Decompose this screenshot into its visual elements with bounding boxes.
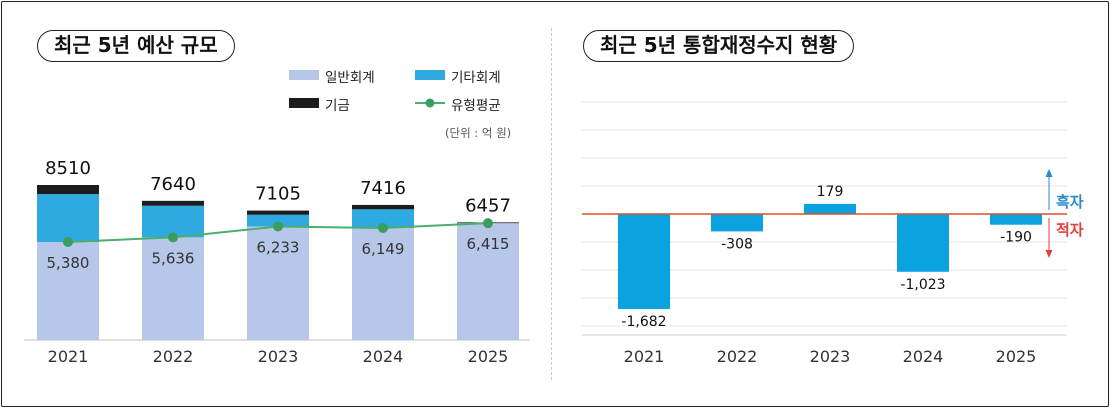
bar-segment-fund <box>247 210 309 215</box>
x-tick-label: 2022 <box>717 347 758 366</box>
legend-label-avg: 유형평균 <box>451 98 501 114</box>
bar-total-label: 6457 <box>465 195 511 216</box>
avg-value-label: 5,380 <box>47 254 90 272</box>
bar-total-label: 7416 <box>360 178 406 199</box>
panel-divider <box>551 28 552 380</box>
bar-total-label: 7105 <box>255 184 301 205</box>
legend-swatch-special <box>415 70 445 80</box>
avg-point <box>483 218 493 229</box>
avg-value-label: 5,636 <box>152 249 195 267</box>
bar-segment-general <box>457 223 519 340</box>
bar-segment-general <box>247 226 309 340</box>
balance-bar <box>990 214 1042 225</box>
bar-total-label: 7640 <box>150 174 196 195</box>
right-panel-title: 최근 5년 통합재정수지 현황 <box>583 30 855 62</box>
avg-point <box>378 223 388 234</box>
avg-point <box>63 237 73 248</box>
x-tick-label: 2021 <box>48 347 89 366</box>
bar-total-label: 8510 <box>45 158 91 179</box>
x-tick-label: 2023 <box>258 347 299 366</box>
legend-swatch-fund <box>289 98 319 108</box>
legend-label-general: 일반회계 <box>325 70 375 86</box>
balance-value-label: -190 <box>1000 230 1032 246</box>
balance-bar <box>804 203 856 214</box>
avg-point <box>168 232 178 243</box>
balance-value-label: 179 <box>817 184 844 200</box>
balance-value-label: -1,023 <box>900 277 945 293</box>
left-panel-title: 최근 5년 예산 규모 <box>37 30 235 62</box>
bar-segment-fund <box>352 204 414 210</box>
x-tick-label: 2024 <box>903 347 944 366</box>
bar-segment-general <box>352 228 414 340</box>
avg-point <box>273 221 283 232</box>
legend-line-avg <box>415 98 445 108</box>
unit-note: (단위 : 억 원) <box>445 126 512 140</box>
balance-value-label: -1,682 <box>621 314 666 330</box>
bar-segment-special <box>247 214 309 227</box>
deficit-arrow-head <box>1045 250 1053 258</box>
legend-label-fund: 기금 <box>325 98 350 114</box>
avg-value-label: 6,233 <box>257 238 300 256</box>
legend-label-special: 기타회계 <box>451 70 501 86</box>
bar-segment-special <box>352 209 414 229</box>
deficit-label: 적자 <box>1056 221 1084 239</box>
x-tick-label: 2025 <box>468 347 509 366</box>
bar-segment-general <box>142 237 204 340</box>
balance-bar <box>711 214 763 232</box>
bar-segment-general <box>37 242 99 340</box>
avg-value-label: 6,415 <box>467 235 510 253</box>
bar-segment-special <box>142 205 204 238</box>
bar-segment-special <box>37 194 99 243</box>
surplus-arrow-head <box>1045 169 1053 177</box>
bar-segment-fund <box>142 200 204 206</box>
avg-value-label: 6,149 <box>362 240 405 258</box>
x-tick-label: 2024 <box>363 347 404 366</box>
x-tick-label: 2023 <box>810 347 851 366</box>
x-tick-label: 2025 <box>996 347 1037 366</box>
x-tick-label: 2021 <box>624 347 665 366</box>
budget-chart: 8510 2021 7640 2022 7105 2023 7416 2024 6457 2025… <box>24 158 530 366</box>
legend-swatch-general <box>289 70 319 80</box>
balance-value-label: -308 <box>721 236 753 252</box>
balance-bar <box>618 214 670 309</box>
surplus-label: 흑자 <box>1056 193 1084 211</box>
bar-segment-fund <box>37 185 99 195</box>
balance-bar <box>897 214 949 272</box>
x-tick-label: 2022 <box>153 347 194 366</box>
fiscal-balance-chart: -1,682 2021 -308 2022 179 2023 -1,023 2024 -190 2… <box>582 101 1084 366</box>
